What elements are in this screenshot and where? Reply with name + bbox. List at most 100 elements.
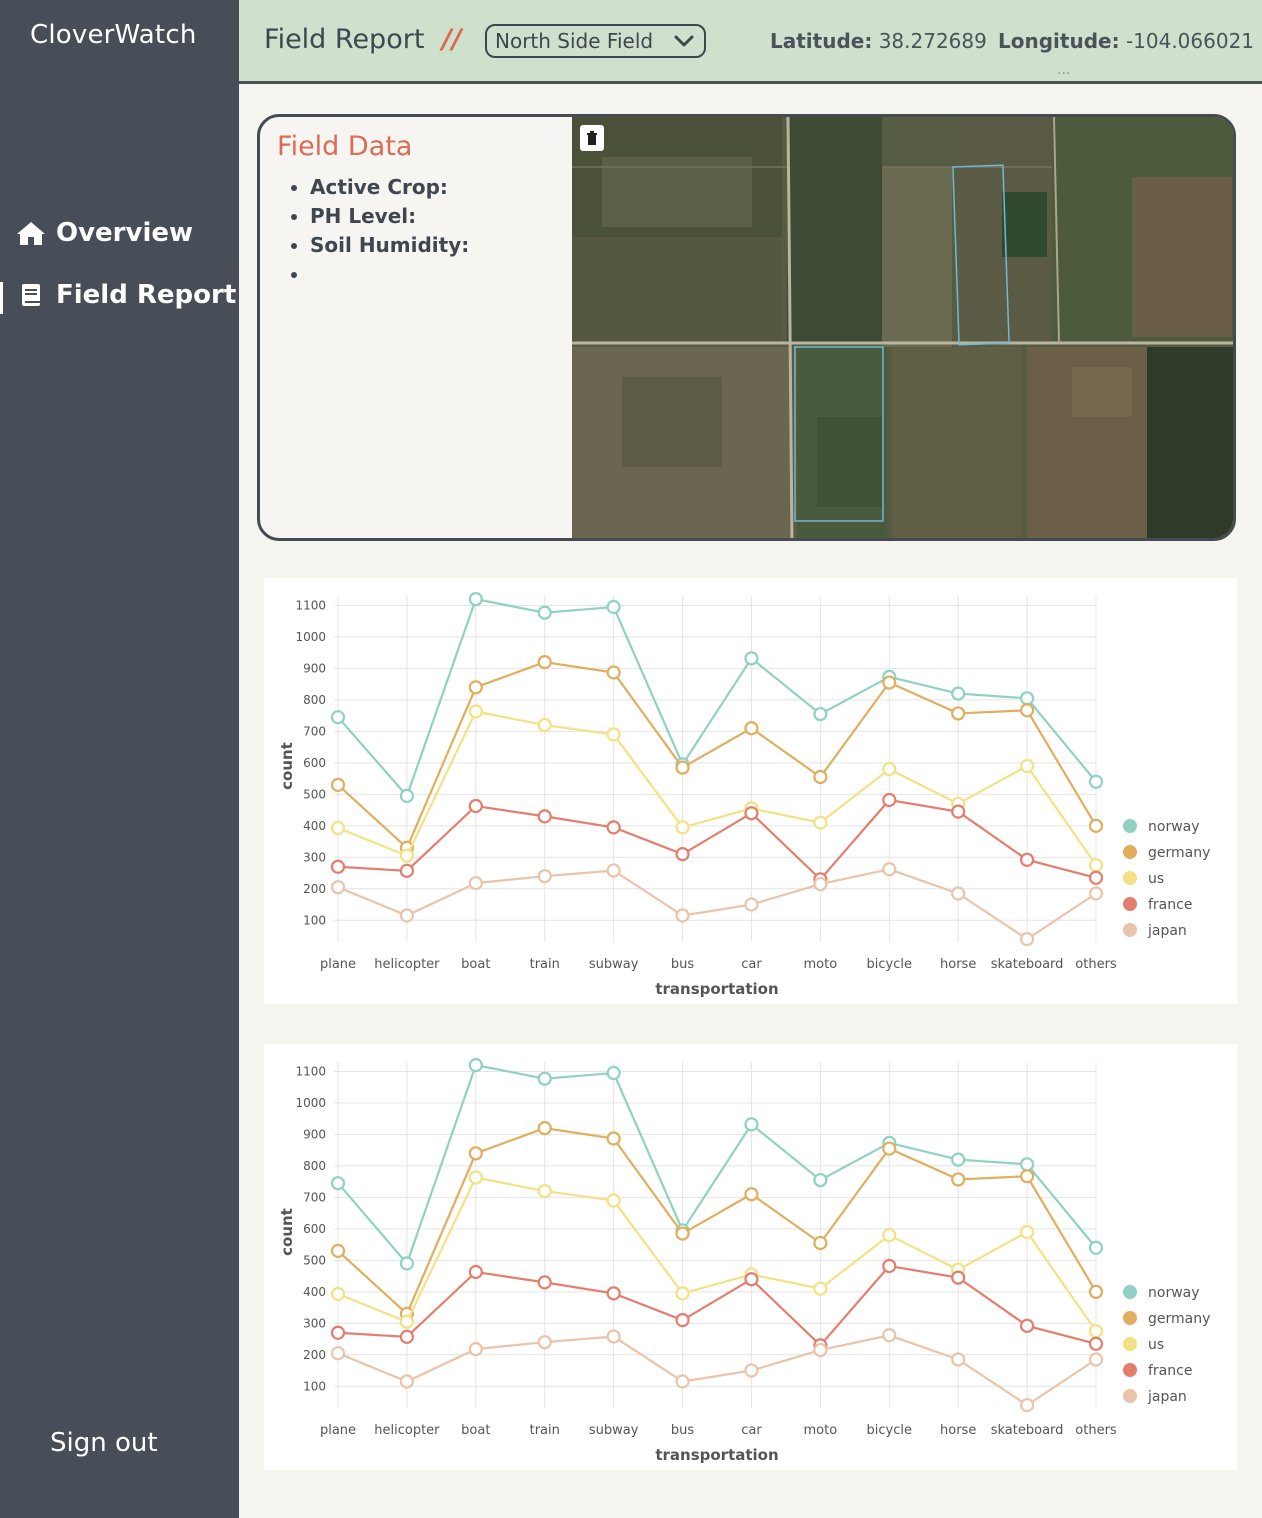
legend-swatch-france <box>1123 897 1137 911</box>
data-point-germany <box>330 777 346 792</box>
data-point-norway <box>330 1176 346 1191</box>
field-empty-item <box>310 260 469 289</box>
x-tick-label: subway <box>589 1423 639 1438</box>
data-point-germany <box>1088 1284 1104 1299</box>
x-axis-label: transportation <box>655 1446 778 1464</box>
field-select-value: North Side Field <box>495 29 654 53</box>
data-point-japan <box>399 1374 415 1389</box>
y-axis-label: count <box>278 1208 296 1256</box>
data-point-france <box>606 820 621 835</box>
legend-swatch-us <box>1123 1337 1137 1351</box>
legend-label-japan: japan <box>1147 923 1187 939</box>
data-point-japan <box>537 1335 552 1350</box>
latitude-label: Latitude: <box>770 29 873 53</box>
legend-label-norway: norway <box>1148 819 1200 835</box>
data-point-france <box>675 847 690 862</box>
x-tick-label: skateboard <box>991 957 1064 972</box>
data-point-norway <box>813 1172 828 1188</box>
x-tick-label: others <box>1075 957 1117 972</box>
data-point-us <box>537 1183 552 1199</box>
data-point-germany <box>675 1226 690 1241</box>
legend-label-us: us <box>1148 1337 1164 1353</box>
line-chart-2: 100 200 300 400 500 600 700 800 900 1000 1100 plane… <box>264 1044 1237 1470</box>
y-tick-label: 1000 <box>295 630 326 644</box>
field-ph-level: PH Level: <box>310 202 469 231</box>
series-line-japan <box>337 1334 1097 1407</box>
data-point-japan <box>882 862 897 877</box>
data-point-norway <box>606 599 621 615</box>
data-point-norway <box>951 1152 966 1167</box>
series-line-us <box>337 710 1097 866</box>
y-tick-label: 200 <box>303 1348 326 1362</box>
y-tick-label: 1100 <box>295 1064 326 1078</box>
data-point-us <box>330 1286 346 1302</box>
data-point-norway <box>468 1058 483 1073</box>
data-point-germany <box>813 769 828 785</box>
legend-label-germany: germany <box>1148 845 1210 861</box>
sidebar-item-field-report[interactable]: Field Report <box>16 280 236 310</box>
page-header: Field Report // North Side Field Latitud… <box>239 0 1262 84</box>
data-point-us <box>813 815 828 830</box>
data-point-germany <box>1088 818 1104 833</box>
data-point-france <box>399 863 415 878</box>
latitude-readout: Latitude: 38.272689 <box>770 29 987 53</box>
y-tick-label: 200 <box>303 882 326 896</box>
data-point-germany <box>606 665 621 680</box>
sign-out-button[interactable]: Sign out <box>50 1428 158 1458</box>
data-point-japan <box>675 1374 690 1389</box>
data-point-norway <box>1019 691 1035 706</box>
legend-swatch-norway <box>1123 1285 1137 1299</box>
data-point-france <box>468 798 483 814</box>
data-point-japan <box>813 876 828 892</box>
x-tick-label: boat <box>461 957 490 972</box>
latitude-value: 38.272689 <box>878 29 987 53</box>
more-indicator[interactable]: ... <box>1057 62 1071 78</box>
x-tick-label: moto <box>804 957 838 972</box>
series-line-japan <box>337 868 1097 941</box>
title-separator: // <box>442 24 462 55</box>
y-tick-label: 400 <box>303 1285 326 1299</box>
legend-label-us: us <box>1148 871 1164 887</box>
legend-swatch-germany <box>1123 1311 1137 1325</box>
data-point-japan <box>606 863 621 878</box>
y-tick-label: 300 <box>303 1316 326 1330</box>
data-point-germany <box>951 706 966 721</box>
data-point-germany <box>675 760 690 775</box>
legend-swatch-japan <box>1123 923 1137 937</box>
y-axis-label: count <box>278 742 296 790</box>
x-tick-label: car <box>741 1423 762 1438</box>
data-point-japan <box>606 1329 621 1344</box>
data-point-france <box>1088 870 1104 885</box>
field-data-card: Field Data Active Crop: PH Level: Soil H… <box>257 114 1236 541</box>
data-point-us <box>1019 1224 1035 1240</box>
data-point-norway <box>468 592 483 607</box>
x-tick-label: helicopter <box>374 957 440 972</box>
legend-label-germany: germany <box>1148 1311 1210 1327</box>
satellite-map[interactable] <box>572 117 1236 541</box>
data-point-japan <box>1088 1352 1104 1367</box>
data-point-germany <box>606 1131 621 1146</box>
data-point-norway <box>744 1117 759 1132</box>
data-point-japan <box>468 876 483 891</box>
data-point-us <box>468 1170 483 1185</box>
home-icon <box>17 222 45 245</box>
x-tick-label: bicycle <box>867 957 912 972</box>
y-tick-label: 300 <box>303 850 326 864</box>
trash-icon[interactable] <box>580 125 604 151</box>
legend-swatch-germany <box>1123 845 1137 859</box>
data-point-france <box>399 1329 415 1344</box>
sidebar: CloverWatch Overview Field Report Sign o… <box>0 0 239 1518</box>
x-tick-label: others <box>1075 1423 1117 1438</box>
data-point-us <box>1019 758 1035 774</box>
data-point-germany <box>1019 1169 1035 1184</box>
series-line-france <box>337 1264 1097 1347</box>
active-indicator <box>0 282 3 314</box>
sidebar-item-overview[interactable]: Overview <box>16 218 193 248</box>
field-select-dropdown[interactable]: North Side Field <box>485 24 706 58</box>
data-point-japan <box>330 1346 346 1361</box>
x-tick-label: bus <box>671 957 694 972</box>
data-point-france <box>744 806 759 821</box>
y-tick-label: 1000 <box>295 1096 326 1110</box>
y-tick-label: 500 <box>303 787 326 801</box>
data-point-germany <box>951 1172 966 1187</box>
